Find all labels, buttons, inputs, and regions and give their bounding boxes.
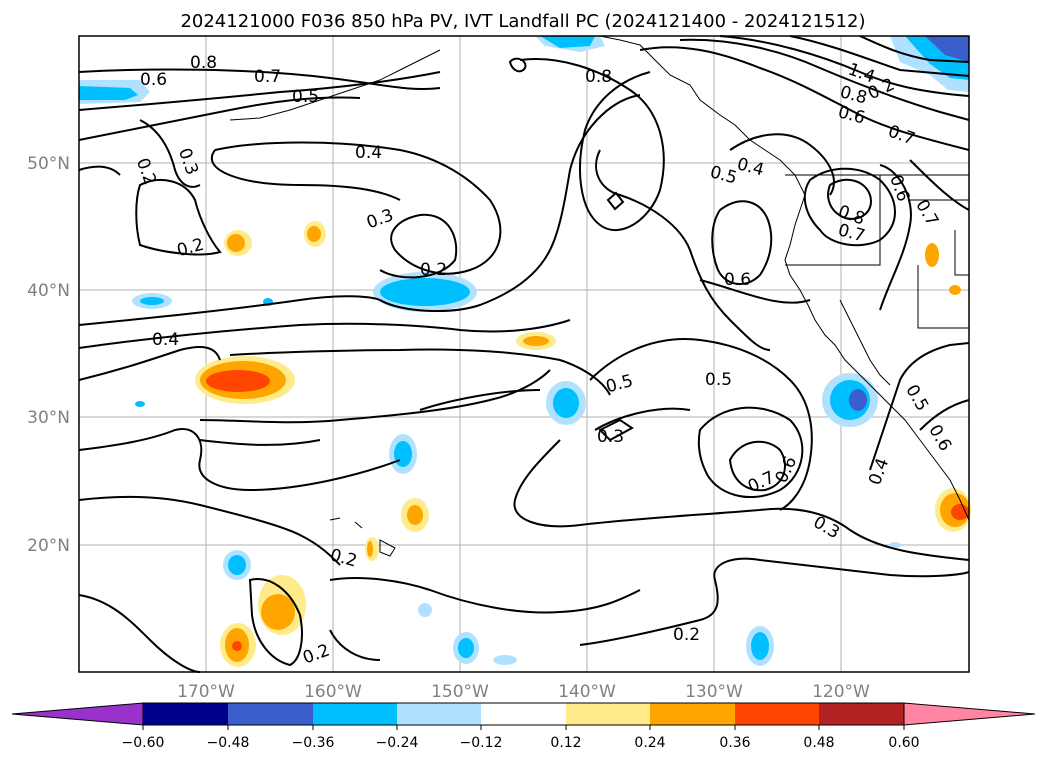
contour-label: 0.3 — [597, 427, 624, 447]
latitude-gridlines — [79, 162, 969, 546]
lon-label-140w: 140°W — [558, 682, 616, 702]
colorbar-segment — [650, 703, 735, 725]
colorbar-segment — [481, 703, 566, 725]
lon-label-170w: 170°W — [177, 682, 235, 702]
contour-label: 0.4 — [152, 330, 179, 350]
shade-patch — [418, 603, 432, 617]
lon-label-130w: 130°W — [685, 682, 743, 702]
lat-label-50n: 50°N — [27, 154, 70, 174]
colorbar-segment — [735, 703, 819, 725]
colorbar-tick-label: 0.36 — [719, 735, 750, 751]
longitude-labels: 170°W 160°W 150°W 140°W 130°W 120°W — [177, 682, 870, 702]
shade-patch — [261, 594, 295, 630]
pv-shading — [79, 36, 971, 667]
contour-label: 0.5 — [705, 370, 732, 390]
colorbar-tick-label: 0.60 — [888, 735, 919, 751]
contour-label: 0.8 — [190, 53, 217, 73]
colorbar-segment-extend-high — [903, 702, 1036, 726]
lat-label-30n: 30°N — [27, 408, 70, 428]
colorbar-segment — [566, 703, 650, 725]
latitude-labels: 50°N 40°N 30°N 20°N — [27, 154, 70, 556]
shade-patch — [553, 388, 579, 418]
coastlines — [229, 35, 970, 557]
colorbar-segment — [819, 703, 904, 725]
shade-patch — [849, 389, 867, 411]
shade-patch — [228, 555, 246, 575]
shade-patch — [206, 370, 270, 392]
lon-label-160w: 160°W — [304, 682, 362, 702]
shade-patch — [79, 86, 138, 100]
shade-patch — [540, 36, 595, 48]
colorbar-tick-label: −0.36 — [292, 735, 335, 751]
contour-label: 0.6 — [140, 70, 167, 90]
colorbar-tick-label: −0.48 — [207, 735, 250, 751]
map-frame — [78, 35, 970, 673]
shade-patch — [523, 336, 549, 346]
shade-patch — [232, 641, 242, 651]
colorbar-segment — [143, 703, 228, 725]
pv-contours — [78, 35, 970, 673]
shade-patch — [135, 401, 145, 407]
shade-patch — [889, 542, 901, 548]
shade-patch — [307, 226, 321, 242]
shade-patch — [925, 36, 969, 62]
colorbar-segment — [313, 703, 397, 725]
shade-patch — [367, 541, 373, 557]
colorbar: −0.60 −0.48 −0.36 −0.24 −0.12 0.12 0.24 … — [11, 702, 1036, 751]
contour-label: 0.2 — [673, 625, 700, 645]
lon-label-150w: 150°W — [431, 682, 489, 702]
contour-label: 0.7 — [254, 67, 281, 87]
colorbar-tick-label: 0.24 — [634, 735, 665, 751]
colorbar-tick-label: 0.12 — [550, 735, 581, 751]
shade-patch — [949, 285, 961, 295]
colorbar-segment — [397, 703, 481, 725]
colorbar-segment-extend-low — [11, 702, 144, 726]
shade-patch — [140, 297, 164, 305]
lon-label-120w: 120°W — [812, 682, 870, 702]
colorbar-tick-label: −0.60 — [122, 735, 165, 751]
shade-patch — [458, 638, 474, 658]
contour-label: 0.8 — [585, 67, 612, 87]
contour-label: 0.5 — [292, 87, 319, 107]
colorbar-segment — [228, 703, 313, 725]
colorbar-frame — [142, 702, 905, 726]
contour-label: 0.2 — [420, 260, 447, 280]
shade-patch — [925, 243, 939, 267]
colorbar-tick-label: −0.12 — [460, 735, 503, 751]
colorbar-tick-label: −0.24 — [376, 735, 419, 751]
shade-patch — [751, 632, 769, 660]
shade-patch — [493, 655, 517, 665]
contour-label: 0.4 — [355, 143, 382, 163]
shade-patch — [394, 441, 412, 467]
figure-title: 2024121000 F036 850 hPa PV, IVT Landfall… — [180, 11, 865, 32]
shade-patch — [407, 505, 423, 525]
contour-label: 0.6 — [724, 270, 751, 290]
shade-patch — [380, 278, 470, 306]
colorbar-tick-label: 0.48 — [803, 735, 834, 751]
shade-patch — [227, 234, 245, 252]
shade-patch — [951, 504, 969, 520]
lat-label-40n: 40°N — [27, 281, 70, 301]
lat-label-20n: 20°N — [27, 536, 70, 556]
